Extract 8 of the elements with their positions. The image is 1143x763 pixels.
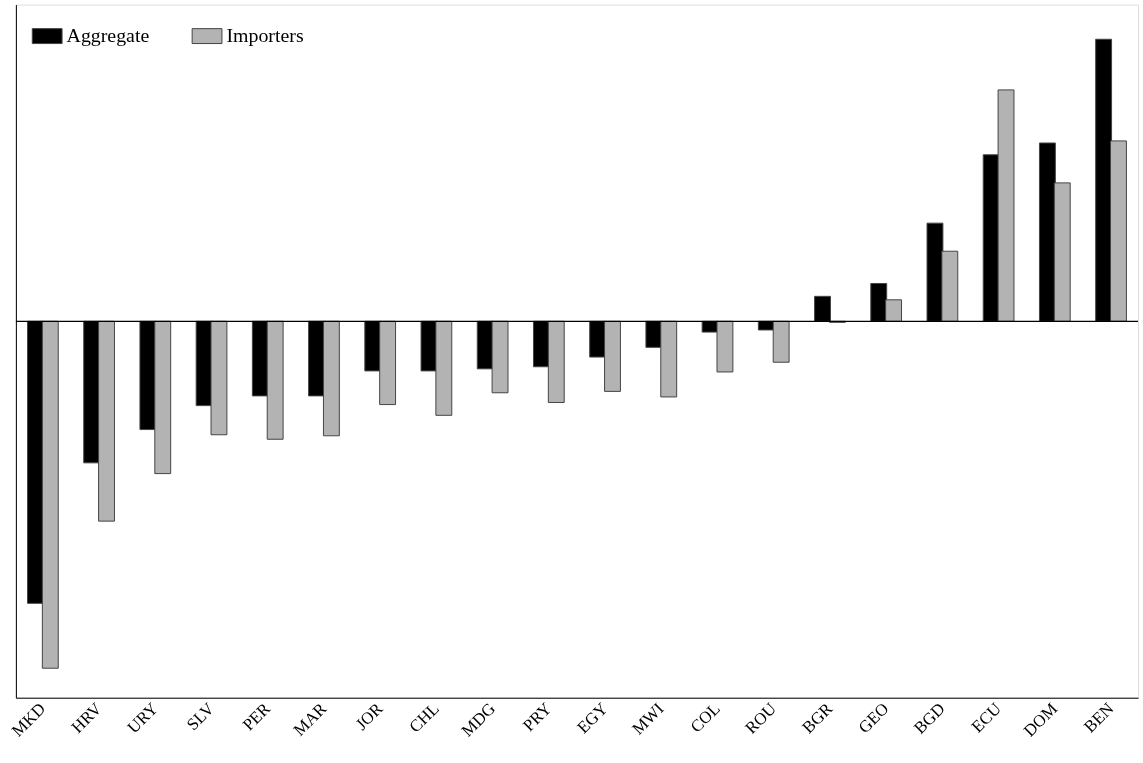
x-tick-label: GEO bbox=[854, 699, 893, 738]
x-tick-label: CHL bbox=[405, 699, 443, 737]
x-tick-label: COL bbox=[686, 699, 724, 737]
x-tick-label: SLV bbox=[182, 699, 218, 734]
legend-label: Importers bbox=[226, 24, 304, 47]
x-tick-label: PER bbox=[238, 698, 275, 735]
x-tick-label: JOR bbox=[351, 698, 388, 734]
legend-label: Aggregate bbox=[66, 24, 150, 47]
